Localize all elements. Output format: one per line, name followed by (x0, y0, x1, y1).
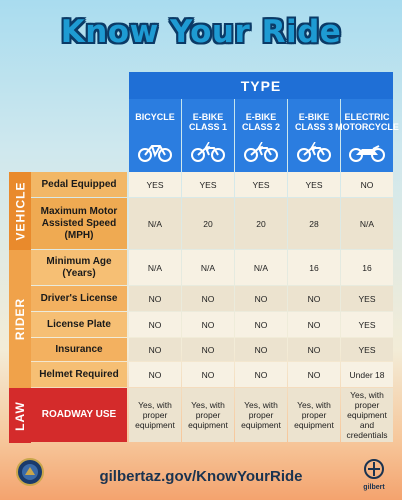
table-cell: NO (288, 338, 340, 361)
table-cell: NO (288, 286, 340, 311)
gilbert-logo: gilbert (362, 458, 386, 491)
table-cell: NO (129, 362, 181, 387)
table-cell: NO (129, 338, 181, 361)
table-cell: YES (341, 286, 393, 311)
table-cell: YES (182, 172, 234, 197)
column-header-label: E-BIKE CLASS 2 (241, 112, 280, 132)
column-header-label: E-BIKE CLASS 3 (294, 112, 333, 132)
section-label: VEHICLE (9, 172, 31, 250)
column-header-label: E-BIKE CLASS 1 (188, 112, 227, 132)
table-cell: N/A (129, 198, 181, 249)
table-cell: YES (341, 312, 393, 337)
column-header-label: ELECTRIC MOTORCYCLE (335, 112, 399, 132)
table-cell: Yes, with proper equipment and credentia… (341, 388, 393, 442)
table-cell: Under 18 (341, 362, 393, 387)
table-cell: NO (235, 312, 287, 337)
section-label-text: LAW (13, 400, 28, 431)
row-label: Minimum Age (Years) (31, 250, 127, 285)
section-label: LAW (9, 388, 31, 443)
table-cell: NO (182, 362, 234, 387)
table-cell: N/A (341, 198, 393, 249)
row-label: Helmet Required (31, 362, 127, 387)
column-header: E-BIKE CLASS 1 (182, 99, 234, 172)
motorcycle-icon (349, 134, 385, 164)
table-cell: 16 (288, 250, 340, 285)
town-seal-icon (16, 458, 44, 491)
row-label: Insurance (31, 338, 127, 361)
footer-url[interactable]: gilbertaz.gov/KnowYourRide (99, 468, 303, 485)
table-cell: 16 (341, 250, 393, 285)
ebike-icon (297, 134, 331, 164)
table-cell: Yes, with proper equipment (235, 388, 287, 442)
gilbert-logo-text: gilbert (363, 484, 385, 491)
table-cell: NO (182, 286, 234, 311)
ebike-icon (191, 134, 225, 164)
row-label: ROADWAY USE (31, 388, 127, 442)
row-label: License Plate (31, 312, 127, 337)
table-cell: N/A (129, 250, 181, 285)
table-cell: NO (182, 338, 234, 361)
row-label: Driver's License (31, 286, 127, 311)
table-cell: NO (288, 362, 340, 387)
table-cell: NO (288, 312, 340, 337)
row-label: Maximum Motor Assisted Speed (MPH) (31, 198, 127, 249)
table-cell: YES (235, 172, 287, 197)
table-cell: 20 (182, 198, 234, 249)
table-cell: 28 (288, 198, 340, 249)
row-label: Pedal Equipped (31, 172, 127, 197)
table-cell: NO (235, 286, 287, 311)
table-cell: N/A (182, 250, 234, 285)
gilbert-logo-icon (364, 459, 384, 479)
table-cell: YES (341, 338, 393, 361)
table-cell: NO (341, 172, 393, 197)
table-cell: NO (235, 362, 287, 387)
section-label: RIDER (9, 250, 31, 388)
table-cell: YES (129, 172, 181, 197)
column-header: E-BIKE CLASS 3 (288, 99, 340, 172)
table-cell: Yes, with proper equipment (182, 388, 234, 442)
column-header: ELECTRIC MOTORCYCLE (335, 99, 399, 172)
table-cell: NO (129, 312, 181, 337)
table-cell: YES (288, 172, 340, 197)
column-header: BICYCLE (129, 99, 181, 172)
section-label-text: VEHICLE (13, 181, 28, 241)
table-cell: NO (235, 338, 287, 361)
section-label-text: RIDER (13, 297, 27, 341)
ebike-icon (244, 134, 278, 164)
column-header-label: BICYCLE (135, 112, 175, 122)
table-cell: N/A (235, 250, 287, 285)
table-cell: Yes, with proper equipment (288, 388, 340, 442)
table-cell: 20 (235, 198, 287, 249)
table-cell: NO (182, 312, 234, 337)
type-header: TYPE (129, 72, 393, 99)
table-cell: NO (129, 286, 181, 311)
bicycle-icon (138, 134, 172, 164)
column-header: E-BIKE CLASS 2 (235, 99, 287, 172)
page-title: Know Your Ride (60, 14, 342, 50)
table-cell: Yes, with proper equipment (129, 388, 181, 442)
